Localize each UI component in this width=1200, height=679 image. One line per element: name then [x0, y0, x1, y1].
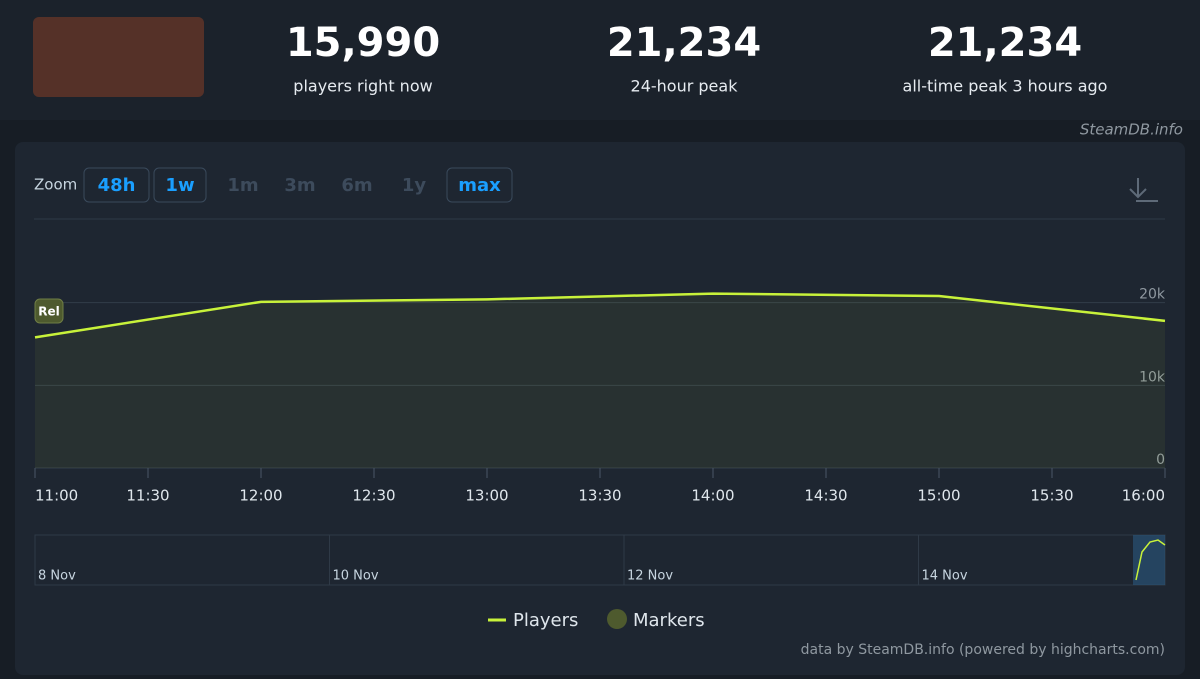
zoom-button-label: 1y: [402, 175, 427, 196]
series-area: [35, 293, 1165, 468]
zoom-label: Zoom: [34, 176, 77, 194]
download-icon[interactable]: [1129, 178, 1158, 202]
x-tick-label: 15:30: [1030, 487, 1073, 505]
game-image-tint: [33, 17, 204, 97]
marker-label: Rel: [38, 305, 60, 319]
stat-value: 15,990: [286, 20, 440, 66]
x-tick-label: 13:00: [465, 487, 508, 505]
zoom-button-label[interactable]: 48h: [98, 175, 136, 196]
navigator-series: [1135, 539, 1166, 581]
zoom-button-label: 6m: [341, 175, 372, 196]
navigator-label: 12 Nov: [627, 569, 673, 584]
zoom-button-label: 3m: [284, 175, 315, 196]
zoom-button-label[interactable]: max: [458, 175, 501, 196]
marker-flag[interactable]: [34, 298, 64, 324]
x-tick-label: 14:30: [804, 487, 847, 505]
zoom-button[interactable]: [153, 167, 207, 203]
stat-label: all-time peak 3 hours ago: [903, 77, 1108, 96]
x-tick-label: 15:00: [917, 487, 960, 505]
x-tick-label: 12:00: [239, 487, 282, 505]
zoom-button-label: 1m: [227, 175, 258, 196]
series-line: [34, 292, 1166, 339]
x-tick-label: 11:00: [35, 487, 78, 505]
x-tick-label: 16:00: [1122, 487, 1165, 505]
game-image: [33, 17, 204, 97]
navigator-label: 14 Nov: [922, 569, 968, 584]
stat-value: 21,234: [928, 20, 1082, 66]
x-tick-label: 13:30: [578, 487, 621, 505]
legend-label[interactable]: Markers: [633, 610, 705, 631]
x-tick-label: 11:30: [126, 487, 169, 505]
credit-bottom: data by SteamDB.info (powered by highcha…: [801, 642, 1165, 658]
x-tick-label: 14:00: [691, 487, 734, 505]
legend-swatch: [607, 609, 627, 629]
stat-label: players right now: [293, 77, 432, 96]
navigator-label: 8 Nov: [38, 569, 76, 584]
y-tick-label: 20k: [1139, 287, 1166, 303]
zoom-button[interactable]: [83, 167, 150, 203]
credit-top: SteamDB.info: [1080, 121, 1183, 139]
stat-label: 24-hour peak: [631, 77, 739, 96]
x-tick-label: 12:30: [352, 487, 395, 505]
chart-panel: [15, 142, 1185, 675]
y-tick-label: 10k: [1139, 369, 1166, 385]
y-tick-label: 0: [1156, 452, 1165, 468]
stat-value: 21,234: [607, 20, 761, 66]
zoom-button-label[interactable]: 1w: [165, 175, 194, 196]
zoom-button[interactable]: [446, 167, 513, 203]
navigator-label: 10 Nov: [333, 569, 379, 584]
legend-label[interactable]: Players: [513, 610, 578, 631]
